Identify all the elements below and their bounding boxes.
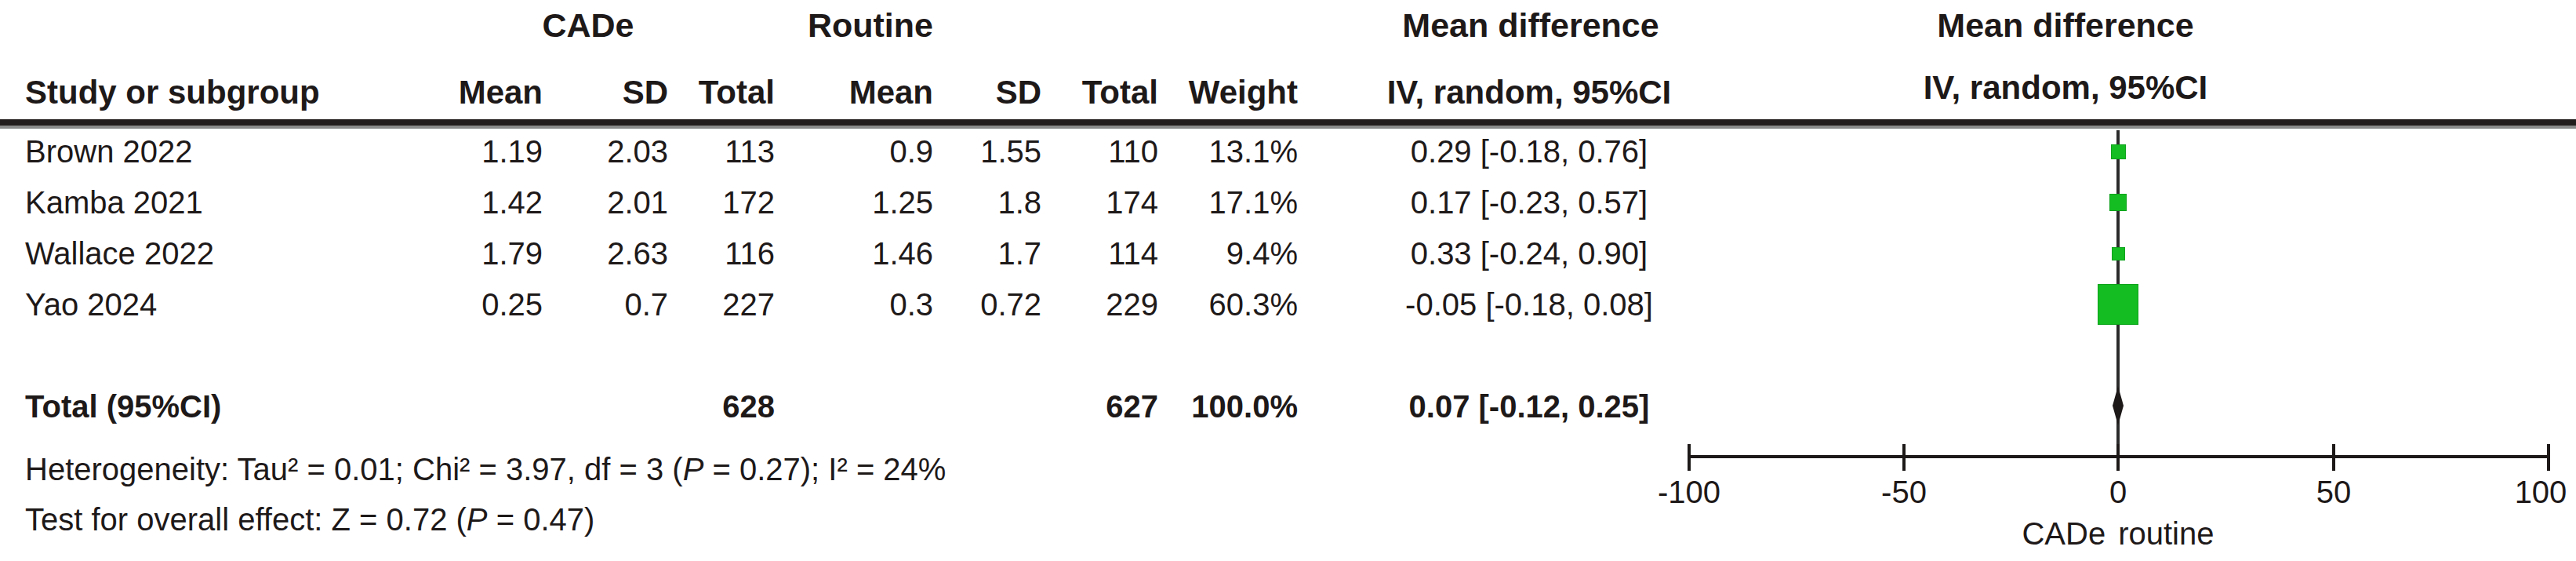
heterogeneity-p-symbol: P [683, 452, 704, 486]
total-label: Total (95%CI) [25, 383, 441, 430]
cell-mean-difference-ci: 0.33 [-0.24, 0.90] [1311, 230, 1747, 277]
cell-cade-total: 172 [668, 179, 775, 226]
overall-effect-text-end: = 0.47) [488, 502, 595, 537]
total-cade-participants: 628 [668, 383, 775, 430]
axis-tick-label: -50 [1837, 474, 1971, 510]
x-axis-line [1689, 455, 2550, 458]
cell-cade-sd: 2.01 [543, 179, 668, 226]
cell-mean-difference-ci: 0.17 [-0.23, 0.57] [1311, 179, 1747, 226]
cell-mean-difference-ci: 0.29 [-0.18, 0.76] [1311, 128, 1747, 175]
axis-tick-label: 0 [2051, 474, 2185, 510]
favours-routine-label: routine [2118, 514, 2214, 553]
cell-cade-total: 113 [668, 128, 775, 175]
cell-weight: 13.1% [1158, 128, 1298, 175]
study-label: Wallace 2022 [25, 230, 441, 277]
cell-cade-mean: 1.19 [439, 128, 543, 175]
cell-cade-sd: 0.7 [543, 281, 668, 328]
axis-tick-label: -100 [1622, 474, 1756, 510]
cell-routine-total: 110 [1041, 128, 1158, 175]
effect-square-kamba-2021 [2110, 195, 2126, 210]
study-label: Brown 2022 [25, 128, 441, 175]
axis-tick [1688, 444, 1691, 471]
cell-cade-mean: 0.25 [439, 281, 543, 328]
cell-mean-difference-ci: -0.05 [-0.18, 0.08] [1311, 281, 1747, 328]
effect-square-wallace-2022 [2113, 248, 2124, 260]
cade-mean-column-header: Mean [439, 69, 543, 116]
cell-routine-mean: 1.46 [775, 230, 933, 277]
cell-cade-total: 227 [668, 281, 775, 328]
cell-routine-mean: 0.9 [775, 128, 933, 175]
overall-effect-p-symbol: P [467, 502, 488, 537]
cell-routine-total: 114 [1041, 230, 1158, 277]
cell-weight: 9.4% [1158, 230, 1298, 277]
heterogeneity-line: Heterogeneity: Tau² = 0.01; Chi² = 3.97,… [25, 446, 946, 493]
axis-tick-label: 100 [2474, 474, 2576, 510]
axis-tick-label: 50 [2267, 474, 2400, 510]
total-weight: 100.0% [1158, 383, 1298, 430]
study-row-yao-2024: Yao 2024 0.25 0.7 227 0.3 0.72 229 60.3%… [0, 281, 1757, 328]
cell-weight: 60.3% [1158, 281, 1298, 328]
axis-tick [2547, 444, 2550, 471]
cell-cade-sd: 2.03 [543, 128, 668, 175]
overall-effect-line: Test for overall effect: Z = 0.72 (P = 0… [25, 496, 594, 543]
cell-routine-sd: 1.8 [933, 179, 1041, 226]
pooled-effect-diamond [2109, 386, 2127, 425]
cell-cade-mean: 1.79 [439, 230, 543, 277]
study-row-kamba-2021: Kamba 2021 1.42 2.01 172 1.25 1.8 174 17… [0, 179, 1757, 226]
study-column-header: Study or subgroup [25, 69, 441, 116]
study-row-brown-2022: Brown 2022 1.19 2.03 113 0.9 1.55 110 13… [0, 128, 1757, 175]
favours-labels: CADe routine [1883, 514, 2353, 553]
axis-tick [1902, 444, 1906, 471]
cade-group-header: CADe [423, 6, 753, 44]
column-header-row: Study or subgroup Mean SD Total Mean SD … [0, 69, 1757, 116]
total-routine-participants: 627 [1041, 383, 1158, 430]
heterogeneity-text: Heterogeneity: Tau² = 0.01; Chi² = 3.97,… [25, 452, 683, 486]
favours-cade-label: CADe [2022, 514, 2105, 553]
cell-cade-mean: 1.42 [439, 179, 543, 226]
cade-total-column-header: Total [668, 69, 775, 116]
total-mean-difference-ci: 0.07 [-0.12, 0.25] [1311, 383, 1747, 430]
effect-square-brown-2022 [2112, 145, 2125, 158]
weight-column-header: Weight [1158, 69, 1298, 116]
total-row: Total (95%CI) 628 627 100.0% 0.07 [-0.12… [0, 383, 1757, 430]
study-row-wallace-2022: Wallace 2022 1.79 2.63 116 1.46 1.7 114 … [0, 230, 1757, 277]
cell-routine-sd: 1.55 [933, 128, 1041, 175]
cell-routine-mean: 0.3 [775, 281, 933, 328]
effect-square-yao-2024 [2098, 285, 2138, 324]
header-divider-line [0, 119, 2576, 126]
cell-routine-sd: 0.72 [933, 281, 1041, 328]
cade-sd-column-header: SD [543, 69, 668, 116]
cell-cade-sd: 2.63 [543, 230, 668, 277]
iv-plot-column-header: IV, random, 95%CI [1869, 69, 2262, 107]
forest-plot-figure: CADe Routine Mean difference Mean differ… [0, 0, 2576, 561]
cell-routine-total: 174 [1041, 179, 1158, 226]
cell-cade-total: 116 [668, 230, 775, 277]
cell-routine-total: 229 [1041, 281, 1158, 328]
mean-difference-plot-header: Mean difference [1869, 6, 2262, 44]
cell-routine-sd: 1.7 [933, 230, 1041, 277]
cell-weight: 17.1% [1158, 179, 1298, 226]
heterogeneity-text-end: = 0.27); I² = 24% [703, 452, 946, 486]
mean-difference-table-header: Mean difference [1335, 6, 1727, 44]
routine-group-header: Routine [706, 6, 1035, 44]
iv-table-column-header: IV, random, 95%CI [1311, 69, 1747, 116]
study-label: Kamba 2021 [25, 179, 441, 226]
routine-total-column-header: Total [1041, 69, 1158, 116]
routine-sd-column-header: SD [933, 69, 1041, 116]
axis-tick [2332, 444, 2335, 471]
routine-mean-column-header: Mean [775, 69, 933, 116]
study-label: Yao 2024 [25, 281, 441, 328]
overall-effect-text: Test for overall effect: Z = 0.72 ( [25, 502, 467, 537]
axis-tick [2116, 444, 2120, 471]
cell-routine-mean: 1.25 [775, 179, 933, 226]
